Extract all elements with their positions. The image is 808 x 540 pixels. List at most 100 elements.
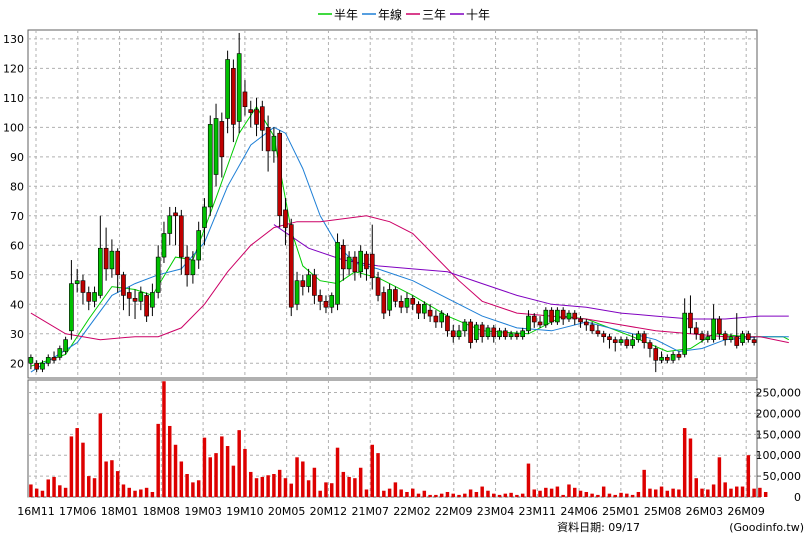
- volume-bar: [370, 444, 374, 497]
- volume-bar: [746, 455, 751, 497]
- candle-body: [462, 321, 468, 332]
- candle-body: [468, 321, 473, 343]
- candle-body: [589, 324, 595, 332]
- candle-body: [202, 206, 207, 228]
- legend-label-3: 十年: [466, 8, 490, 22]
- volume-bar: [503, 493, 508, 497]
- volume-bar: [382, 490, 386, 497]
- volume-gridlines: [28, 380, 757, 498]
- legend: 半年 年線 三年 十年: [318, 7, 490, 22]
- volume-bar: [497, 494, 502, 497]
- volume-bar: [706, 489, 710, 497]
- price-tick-label: 100: [3, 121, 24, 134]
- volume-bar: [677, 489, 681, 497]
- candle-body: [369, 253, 375, 279]
- volume-bar: [411, 488, 415, 497]
- candle-body: [138, 292, 144, 302]
- candle-body: [387, 289, 392, 311]
- volume-bar: [220, 436, 224, 497]
- candle-body: [317, 295, 323, 302]
- candle-body: [358, 250, 364, 273]
- volume-bar: [231, 465, 236, 497]
- candle-body: [705, 336, 711, 340]
- volume-tick-label: 100,000: [756, 449, 802, 462]
- candle-body: [578, 318, 583, 323]
- x-tick-label: 22M09: [435, 505, 473, 518]
- candle-body: [549, 309, 554, 323]
- volume-bar: [596, 494, 600, 497]
- candle-body: [51, 357, 57, 361]
- candle-body: [555, 309, 560, 323]
- candle-body: [699, 333, 705, 340]
- price-plot-area: [27, 29, 758, 379]
- candle-body: [375, 277, 381, 296]
- volume-bar: [324, 482, 328, 497]
- volume-bar: [561, 494, 565, 497]
- candle-body: [502, 330, 508, 338]
- candle-body: [86, 292, 92, 302]
- candle-body: [126, 292, 132, 299]
- price-tick-label: 80: [10, 180, 24, 193]
- x-tick-label: 19M10: [226, 505, 264, 518]
- candle-body: [306, 274, 311, 287]
- candle-body: [543, 309, 549, 326]
- volume-bar: [196, 480, 201, 497]
- volume-bar: [636, 491, 641, 497]
- volume-bar: [463, 493, 467, 497]
- candle-body: [560, 309, 566, 320]
- candle-body: [624, 339, 630, 346]
- volume-tick-label: 250,000: [756, 387, 802, 400]
- candle-body: [184, 256, 190, 276]
- price-tick-label: 130: [3, 33, 24, 46]
- candle-body: [566, 312, 572, 320]
- price-y-axis: 20 30 40 50 60 70 80 90 100 110 120 130: [3, 33, 24, 370]
- candle-body: [144, 295, 149, 317]
- volume-bar: [544, 487, 548, 497]
- volume-bar: [364, 489, 369, 497]
- volume-bar: [283, 478, 288, 497]
- volume-bar: [289, 483, 293, 497]
- candle-body: [121, 274, 126, 296]
- volume-bar: [34, 488, 39, 497]
- candle-body: [537, 321, 543, 326]
- volume-bar: [434, 494, 438, 497]
- candle-body: [294, 280, 300, 305]
- volume-bar: [584, 491, 589, 497]
- candle-body: [219, 121, 225, 158]
- volume-bar: [549, 488, 554, 497]
- candle-body: [734, 336, 740, 346]
- x-tick-label: 26M09: [727, 505, 765, 518]
- candle-body: [242, 91, 248, 107]
- candle-body: [132, 298, 138, 302]
- candle-body: [335, 242, 340, 305]
- volume-bar: [81, 442, 85, 497]
- volume-y-axis: 0 50,000 100,000 150,000 200,000 250,000: [756, 387, 802, 504]
- candle-body: [445, 315, 450, 332]
- volume-bar: [474, 491, 479, 497]
- volume-bar: [191, 482, 195, 497]
- candle-body: [80, 280, 86, 293]
- volume-tick-label: 200,000: [756, 407, 802, 420]
- candle-body: [207, 124, 213, 208]
- candle-body: [711, 318, 716, 340]
- candle-body: [612, 339, 618, 343]
- volume-bar: [619, 492, 623, 497]
- volume-bar: [555, 486, 560, 497]
- volume-tick-label: 50,000: [763, 470, 802, 483]
- candle-body: [103, 247, 109, 270]
- candle-body: [514, 333, 520, 338]
- volume-bar: [144, 487, 149, 497]
- candle-body: [231, 68, 236, 125]
- candle-body: [271, 135, 277, 152]
- x-tick-label: 24M06: [560, 505, 598, 518]
- volume-bar: [306, 480, 311, 497]
- candle-body: [265, 127, 271, 152]
- candle-body: [57, 348, 63, 358]
- candle-body: [259, 106, 265, 131]
- candle-body: [693, 327, 699, 335]
- candle-body: [69, 283, 74, 332]
- candle-body: [450, 330, 456, 338]
- volume-bar: [87, 476, 91, 497]
- legend-label-0: 半年: [334, 8, 358, 22]
- candle-body: [277, 132, 283, 217]
